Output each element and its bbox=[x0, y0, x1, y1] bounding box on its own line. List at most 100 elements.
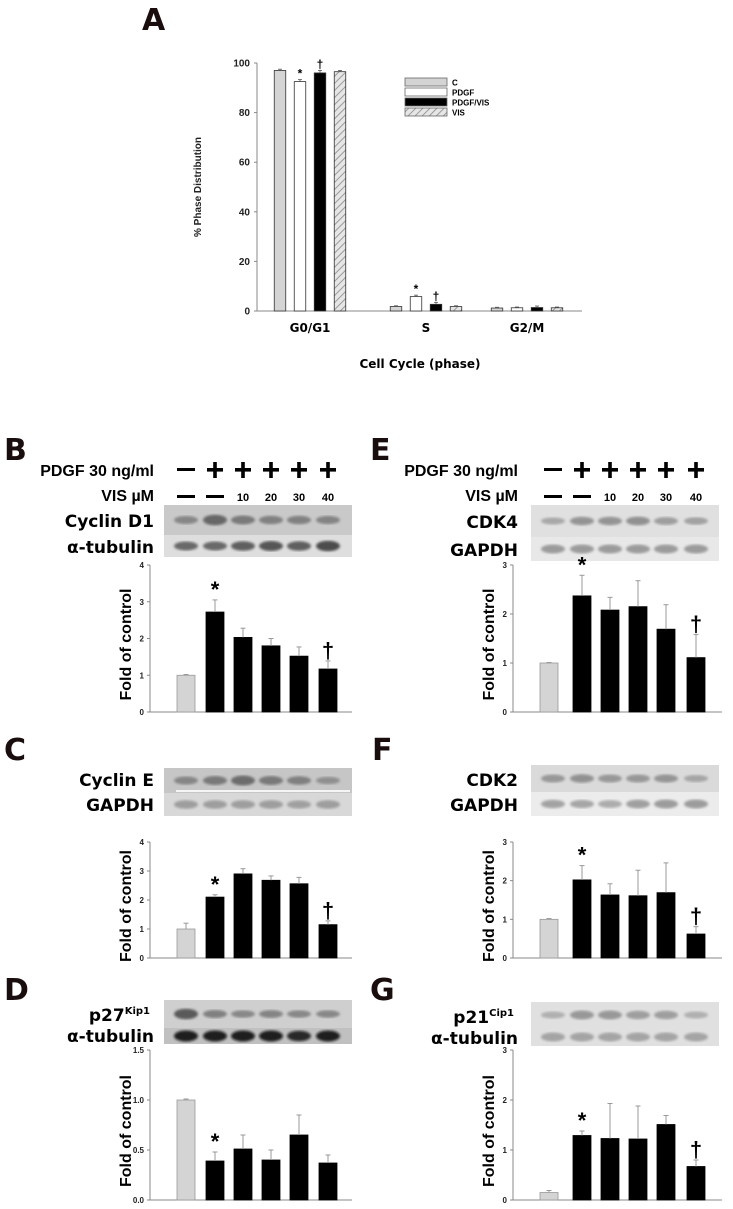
y-tick-label: 80 bbox=[239, 108, 251, 119]
blot-band bbox=[684, 799, 708, 809]
bar-2 bbox=[233, 636, 253, 713]
y-tick-label: 3 bbox=[140, 598, 145, 607]
y-tick-label: 4 bbox=[140, 561, 145, 570]
y-tick-label: 60 bbox=[239, 158, 251, 169]
blot-band bbox=[626, 1010, 650, 1020]
bar-2 bbox=[600, 1138, 620, 1201]
legend-swatch bbox=[404, 87, 448, 97]
blot-band bbox=[287, 1030, 311, 1042]
vis-dose: 30 bbox=[660, 492, 672, 504]
bar-pdgf-s bbox=[409, 296, 423, 312]
blot-band bbox=[626, 799, 650, 809]
blot-band bbox=[231, 1030, 255, 1042]
blot-label: α-tubulin bbox=[431, 1029, 518, 1049]
blot-band bbox=[316, 800, 340, 809]
bar-4 bbox=[656, 892, 676, 959]
plus-mark bbox=[326, 462, 330, 478]
y-axis-title: Fold of control bbox=[118, 850, 135, 962]
blot-label: GAPDH bbox=[450, 541, 518, 561]
vis-dose: 40 bbox=[690, 492, 702, 504]
quantification-charts: 0 1 2 3 4 Fold of control * † 0 1 2 3 4 Fold of contr… bbox=[118, 552, 722, 1205]
blot-band bbox=[287, 541, 311, 551]
cell-cycle-chart: 0 20 40 60 80 100 % Phase Distribution * † G0/G1 *… bbox=[193, 57, 582, 371]
blot-label: α-tubulin bbox=[67, 1027, 154, 1047]
vis-label: VIS µM bbox=[465, 488, 518, 505]
minus-mark bbox=[177, 468, 195, 471]
blot-band bbox=[541, 1032, 565, 1042]
bar-pdgf-g2m bbox=[510, 307, 524, 312]
minus-mark bbox=[573, 495, 591, 498]
vis-dose: 20 bbox=[632, 492, 644, 504]
significance-mark: * bbox=[578, 843, 587, 868]
bar-3 bbox=[628, 606, 648, 713]
y-tick-label: 0.5 bbox=[133, 1146, 145, 1155]
y-axis-title: Fold of control bbox=[481, 1075, 498, 1187]
blot-band bbox=[174, 1008, 198, 1020]
blot-label: GAPDH bbox=[86, 796, 154, 816]
y-tick-label: 2 bbox=[140, 635, 145, 644]
x-category-label: G0/G1 bbox=[290, 321, 331, 335]
gapdh-blot bbox=[164, 793, 352, 816]
legend-label: C bbox=[452, 79, 458, 88]
y-tick-label: 1 bbox=[503, 659, 508, 668]
blot-band bbox=[684, 517, 708, 525]
bar-c-g0g1 bbox=[273, 70, 287, 312]
blot-band bbox=[654, 799, 678, 809]
bar-chart-d: 0.0 0.5 1.0 1.5 Fold of control * bbox=[118, 1046, 352, 1205]
panel-label-g: G bbox=[370, 973, 395, 1008]
plus-mark bbox=[580, 462, 584, 478]
bar-chart-f: 0 1 2 3 Fold of control * † bbox=[481, 838, 722, 963]
bar-1 bbox=[205, 896, 225, 959]
legend-swatch bbox=[404, 97, 448, 107]
significance-mark: † bbox=[690, 904, 702, 929]
blot-label: CDK2 bbox=[466, 771, 518, 791]
legend-label: PDGF/VIS bbox=[452, 99, 490, 108]
blot-band bbox=[598, 516, 622, 526]
y-tick-label: 2 bbox=[503, 610, 508, 619]
bar-vis-g2m bbox=[550, 307, 564, 312]
alpha-tubulin-blot bbox=[164, 535, 352, 557]
y-tick-label: 3 bbox=[503, 561, 508, 570]
blot-band bbox=[598, 1032, 622, 1042]
panel-label-a: A bbox=[142, 3, 166, 38]
blot-band bbox=[287, 800, 311, 809]
bar-1 bbox=[572, 1135, 592, 1201]
x-category-label: G2/M bbox=[510, 321, 545, 335]
blot-band bbox=[684, 1011, 708, 1019]
bar-0 bbox=[176, 1099, 196, 1201]
bar-1 bbox=[205, 1160, 225, 1201]
minus-mark bbox=[206, 495, 224, 498]
vis-dose: 20 bbox=[265, 492, 277, 504]
panel-label-b: B bbox=[4, 433, 27, 468]
panel-label-f: F bbox=[372, 733, 393, 768]
blot-band bbox=[654, 1032, 678, 1042]
bar-0 bbox=[176, 928, 196, 959]
blot-band bbox=[259, 1030, 283, 1042]
panel-label-d: D bbox=[4, 973, 29, 1008]
bar-pdgf-vis-s bbox=[429, 303, 443, 312]
bar-5 bbox=[686, 657, 706, 713]
blot-band bbox=[654, 544, 678, 554]
blot-label: p21Cip1 bbox=[453, 1008, 514, 1028]
bar-c-s bbox=[389, 306, 403, 312]
bar-4 bbox=[656, 1124, 676, 1201]
bar-1 bbox=[572, 595, 592, 713]
y-axis-title: Fold of control bbox=[481, 850, 498, 962]
bar-3 bbox=[261, 1159, 281, 1201]
significance-mark: * bbox=[298, 67, 303, 81]
bar-chart-e: 0 1 2 3 Fold of control * † bbox=[481, 552, 722, 717]
blot-band bbox=[570, 516, 594, 526]
blot-label: Cyclin D1 bbox=[65, 512, 154, 532]
plus-mark bbox=[213, 462, 217, 478]
plus-mark bbox=[694, 462, 698, 478]
bar-3 bbox=[261, 645, 281, 713]
bar-vis-s bbox=[449, 306, 463, 312]
bar-3 bbox=[261, 879, 281, 959]
vis-dose: 30 bbox=[293, 492, 305, 504]
y-tick-label: 1 bbox=[503, 915, 508, 924]
bar-4 bbox=[656, 628, 676, 713]
legend-label: PDGF bbox=[452, 89, 474, 98]
blot-band bbox=[174, 541, 198, 551]
